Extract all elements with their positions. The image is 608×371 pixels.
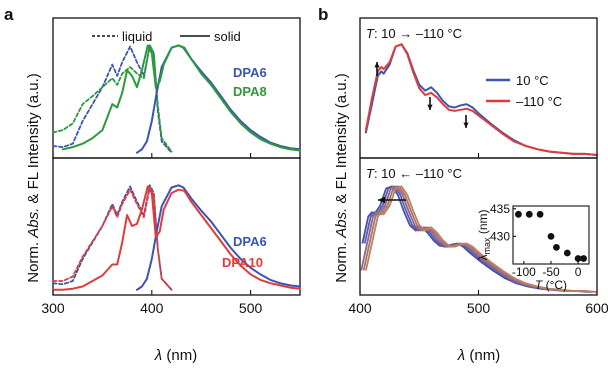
series-line-110c-solid-1: [364, 43, 598, 156]
x-axis-label-b: λ (nm): [457, 347, 500, 364]
inset-point-1: [525, 210, 533, 218]
inset-ytick-label-0: 435: [490, 202, 510, 216]
arrow-down-490-head: [463, 122, 469, 128]
series-line-dpa10-dashed-1: [52, 186, 173, 291]
inset-xtick-label-1: -50: [542, 265, 560, 279]
x-a-tick-label-300: 300: [41, 300, 65, 316]
arrow-left-shift-head: [378, 196, 386, 204]
inset-point-3: [547, 233, 555, 240]
y-axis-label-a: Norm. Abs. & FL Intensity (a.u.): [25, 73, 42, 283]
inset-point-5: [563, 249, 571, 257]
panel-label-b: b: [318, 5, 328, 24]
series-line-10c-solid-0: [364, 43, 598, 156]
inset-point-7: [580, 255, 587, 262]
plot-a-top: [52, 44, 301, 154]
series-line-dpa8-dashed-1: [52, 44, 173, 153]
x-ticks: 300 400 500 400 500 600: [41, 153, 608, 316]
x-b-tick-label-600: 600: [585, 300, 608, 316]
inset-xtick-label-2: 0: [575, 265, 582, 279]
x-axis-label-a: λ (nm): [154, 347, 197, 364]
inset-x-label: T (°C): [535, 278, 567, 292]
axes-a-bottom: [52, 157, 301, 296]
legend-a-top-dpa6: DPA6: [233, 65, 267, 80]
plot-b-top: [364, 43, 598, 156]
plot-a-bottom: [52, 184, 301, 291]
series-line-dpa8-solid-3: [61, 44, 301, 152]
x-a-tick-label-500: 500: [239, 300, 263, 316]
arrow-up-418-head: [374, 62, 380, 68]
inset-point-2: [536, 210, 544, 218]
arrow-down-460-head: [427, 104, 433, 110]
legend-solid-label: solid: [214, 29, 241, 44]
series-line-dpa6-solid-2: [136, 184, 301, 291]
inset-point-4: [553, 244, 560, 251]
x-a-tick-label-400: 400: [140, 300, 164, 316]
y-axis-label-b: Norm. Abs. & FL Intensity (a.u.): [333, 73, 350, 283]
plot-b-bottom: [360, 185, 598, 293]
x-b-tick-label-500: 500: [467, 300, 491, 316]
x-b-tick-label-400: 400: [348, 300, 372, 316]
annotation-b-bottom: T: 10 ← –110 °C: [366, 166, 462, 181]
legend-a-bottom-dpa6: DPA6: [233, 234, 267, 249]
series-line-b-bottom-4: [365, 185, 598, 293]
inset-ytick-label-1: 430: [490, 229, 510, 243]
inset-point-0: [515, 210, 522, 218]
series-line-dpa10-solid-3: [52, 185, 301, 291]
panel-label-a: a: [4, 5, 14, 24]
inset-xtick-label-0: -100: [512, 265, 536, 279]
legend-liquid-label: liquid: [122, 29, 152, 44]
series-line-dpa6-solid-2: [136, 44, 301, 154]
legend-b-m110c-label: –110 °C: [516, 94, 562, 109]
annotation-b-top: T: 10 → –110 °C: [366, 26, 462, 41]
legend-a-top-dpa8: DPA8: [233, 84, 267, 99]
legend-a-bottom-dpa10: DPA10: [222, 255, 263, 270]
style-legend: liquid solid: [92, 29, 241, 44]
legend-b-10c-label: 10 °C: [516, 73, 549, 88]
inset-point-6: [574, 255, 582, 262]
series-line-dpa6-dashed-0: [52, 44, 173, 154]
